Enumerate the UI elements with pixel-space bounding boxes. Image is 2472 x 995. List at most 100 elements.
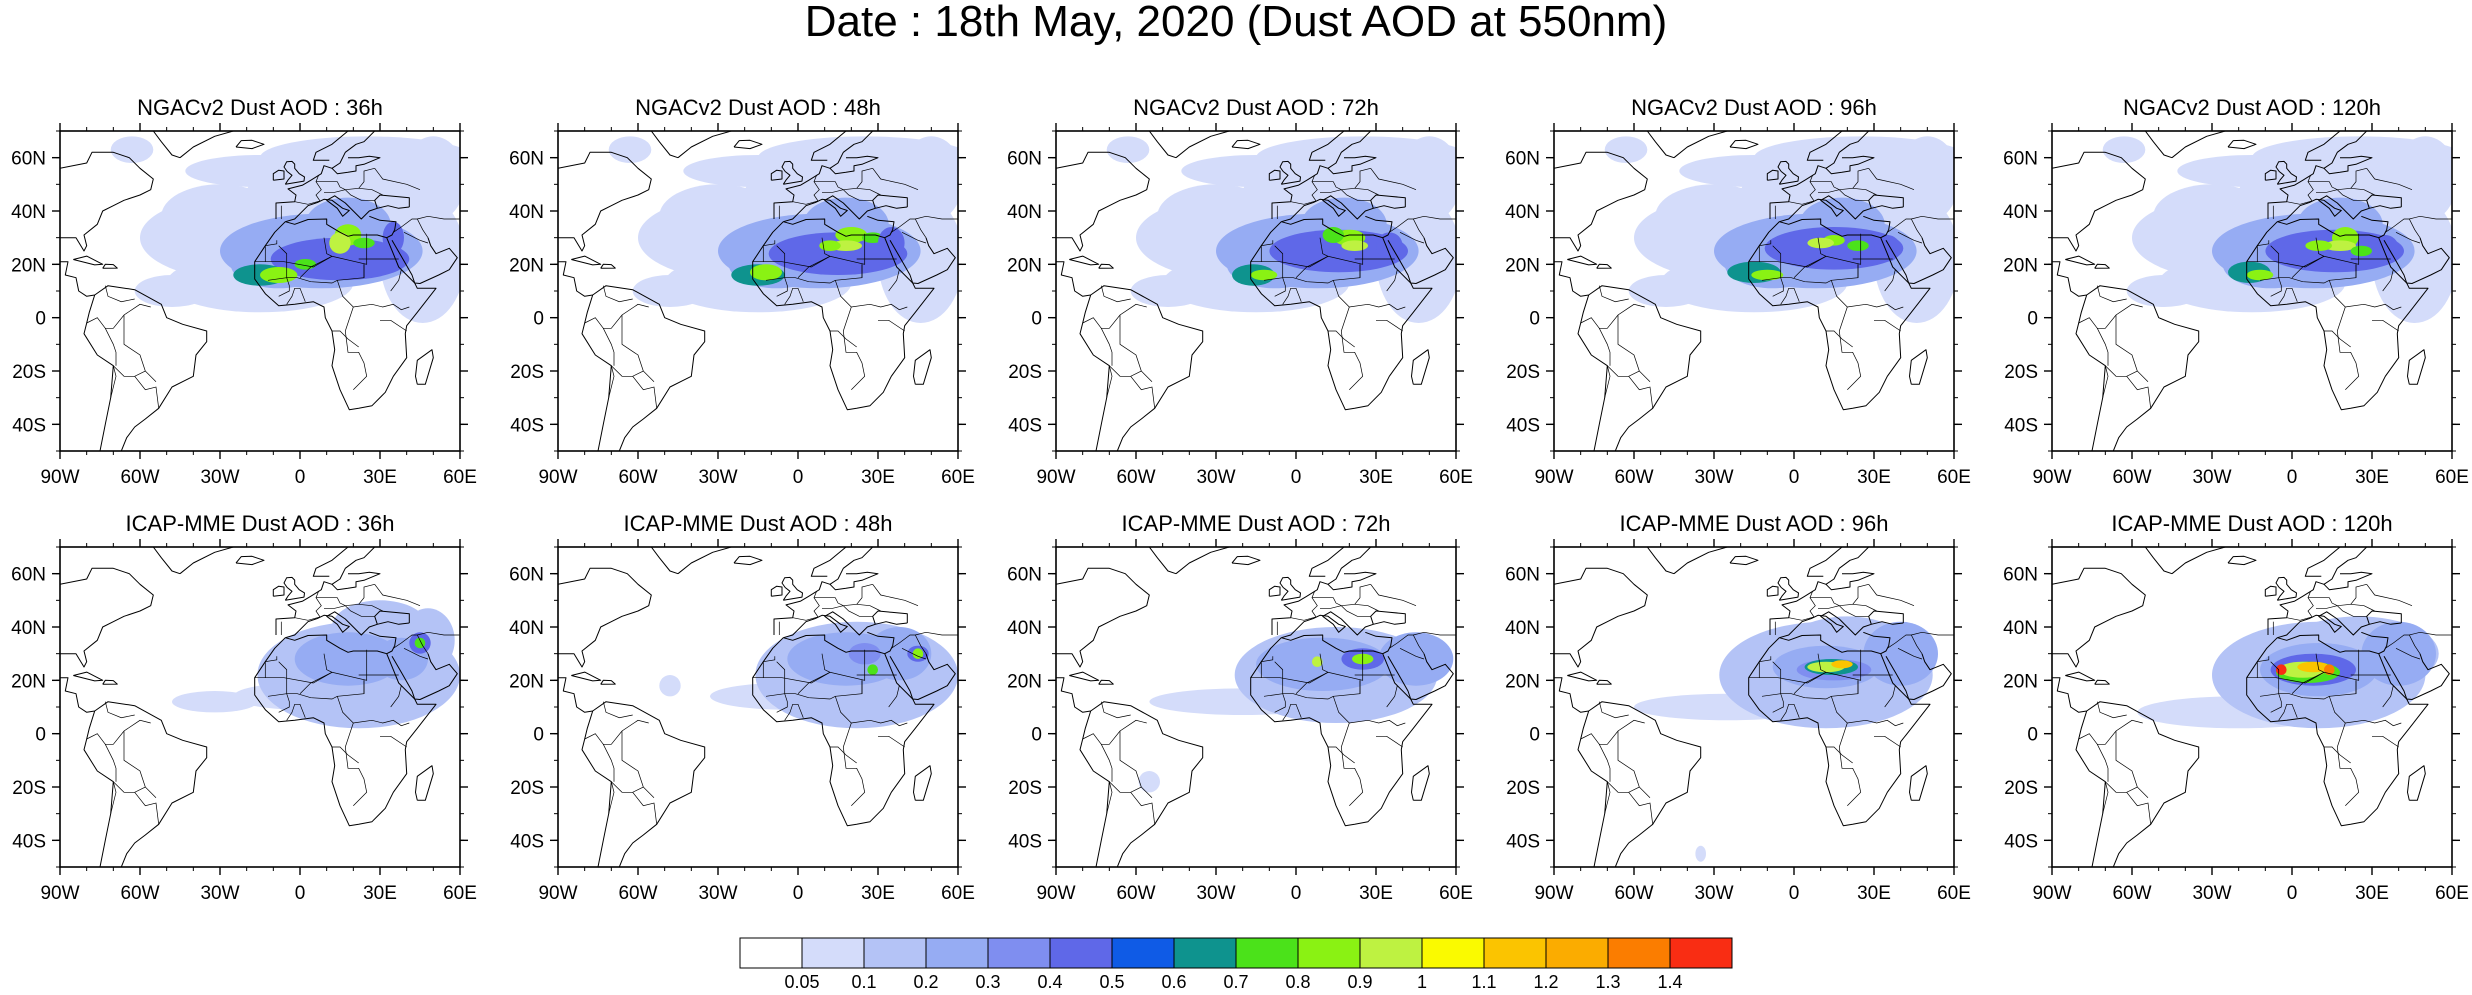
country-border xyxy=(358,187,383,196)
country-border xyxy=(2270,693,2282,713)
x-tick-label: 0 xyxy=(2287,883,2298,904)
colorbar-label: 0.2 xyxy=(913,972,938,992)
coastline xyxy=(1766,585,1779,597)
coastline xyxy=(558,677,593,713)
country-border xyxy=(134,376,160,409)
y-tick-label: 20S xyxy=(510,362,544,383)
country-border xyxy=(254,240,278,263)
x-tick-label: 60W xyxy=(2112,883,2151,904)
country-border xyxy=(113,365,157,382)
y-tick-label: 20N xyxy=(1007,671,1042,692)
coastline xyxy=(1365,631,1393,655)
country-border xyxy=(1817,653,1827,673)
country-border xyxy=(332,330,359,348)
country-border xyxy=(1817,237,1827,257)
country-border xyxy=(1332,280,1406,311)
country-border xyxy=(776,245,786,278)
y-tick-label: 40S xyxy=(12,831,46,852)
country-border xyxy=(2315,653,2325,673)
coastline xyxy=(2323,571,2373,591)
y-tick-label: 20N xyxy=(2003,255,2038,276)
coastline xyxy=(1370,194,1406,209)
coastline xyxy=(1056,567,1150,668)
country-border xyxy=(1826,746,1853,764)
dust-aod-field xyxy=(2297,661,2330,673)
coastline xyxy=(1056,151,1150,252)
coastline xyxy=(1577,701,1702,867)
coastline xyxy=(1281,611,1406,639)
country-border xyxy=(1793,255,1827,278)
country-border xyxy=(797,671,831,694)
dust-aod-field xyxy=(110,136,154,163)
country-border xyxy=(1884,269,1896,292)
dust-aod-field xyxy=(912,648,924,659)
country-border xyxy=(403,231,429,244)
country-border xyxy=(1761,680,1859,700)
dust-aod-field xyxy=(1138,771,1160,793)
country-border xyxy=(1580,733,1611,782)
country-border xyxy=(336,280,410,311)
x-tick-label: 30W xyxy=(1196,467,1235,488)
x-tick-label: 0 xyxy=(295,467,306,488)
coastline xyxy=(1231,555,1261,566)
country-border xyxy=(2324,746,2351,764)
country-border xyxy=(830,746,857,764)
dust-aod-field xyxy=(134,275,210,307)
coastline xyxy=(272,585,285,597)
colorbar-swatch xyxy=(801,937,865,969)
x-tick-label: 90W xyxy=(538,883,577,904)
coastline xyxy=(1327,571,1377,591)
country-border xyxy=(1413,631,1456,636)
country-border xyxy=(2126,376,2152,409)
dust-aod-field xyxy=(867,664,878,675)
coastline xyxy=(83,701,208,867)
coastline xyxy=(2277,611,2402,639)
colorbar-swatch xyxy=(1421,937,1485,969)
country-border xyxy=(1830,280,1904,311)
y-tick-label: 0 xyxy=(533,725,544,746)
country-border xyxy=(1617,315,1640,372)
x-tick-label: 30W xyxy=(2192,883,2231,904)
country-border xyxy=(1386,685,1398,708)
y-tick-label: 0 xyxy=(1031,725,1042,746)
y-tick-label: 20S xyxy=(1008,362,1042,383)
x-tick-label: 30E xyxy=(1857,467,1891,488)
dust-aod-field xyxy=(2350,245,2372,257)
country-border xyxy=(891,218,927,238)
dust-aod-field xyxy=(260,267,298,283)
coastline xyxy=(1646,131,1728,159)
coastline xyxy=(1554,151,1648,252)
x-tick-label: 90W xyxy=(40,883,79,904)
country-border xyxy=(584,733,615,782)
country-border xyxy=(323,653,333,673)
country-border xyxy=(2409,215,2452,220)
colorbar-label: 0.8 xyxy=(1285,972,1310,992)
dust-aod-field xyxy=(1847,240,1869,251)
country-border xyxy=(2078,733,2109,782)
country-border xyxy=(1386,269,1398,292)
x-tick-label: 90W xyxy=(2032,467,2071,488)
coastline xyxy=(1779,611,1904,639)
coastline xyxy=(1868,610,1904,625)
country-border xyxy=(2278,703,2298,721)
coastline xyxy=(1387,237,1454,284)
country-border xyxy=(344,306,368,390)
country-border xyxy=(2337,605,2367,617)
dust-aod-field xyxy=(329,232,351,254)
x-tick-label: 90W xyxy=(40,467,79,488)
colorbar-label: 0.1 xyxy=(851,972,876,992)
coastline xyxy=(73,671,104,682)
country-border xyxy=(1399,647,1425,660)
x-tick-label: 60E xyxy=(2435,467,2469,488)
coastline xyxy=(733,555,763,566)
colorbar-label: 1.2 xyxy=(1533,972,1558,992)
coastline xyxy=(2383,237,2450,284)
y-tick-label: 20N xyxy=(1007,255,1042,276)
coastline xyxy=(773,547,874,635)
colorbar-swatch xyxy=(1297,937,1361,969)
coastline xyxy=(2366,194,2402,209)
y-tick-label: 40S xyxy=(2004,415,2038,436)
country-border xyxy=(123,731,146,788)
dust-aod-field xyxy=(768,232,908,275)
y-tick-label: 40N xyxy=(509,618,544,639)
